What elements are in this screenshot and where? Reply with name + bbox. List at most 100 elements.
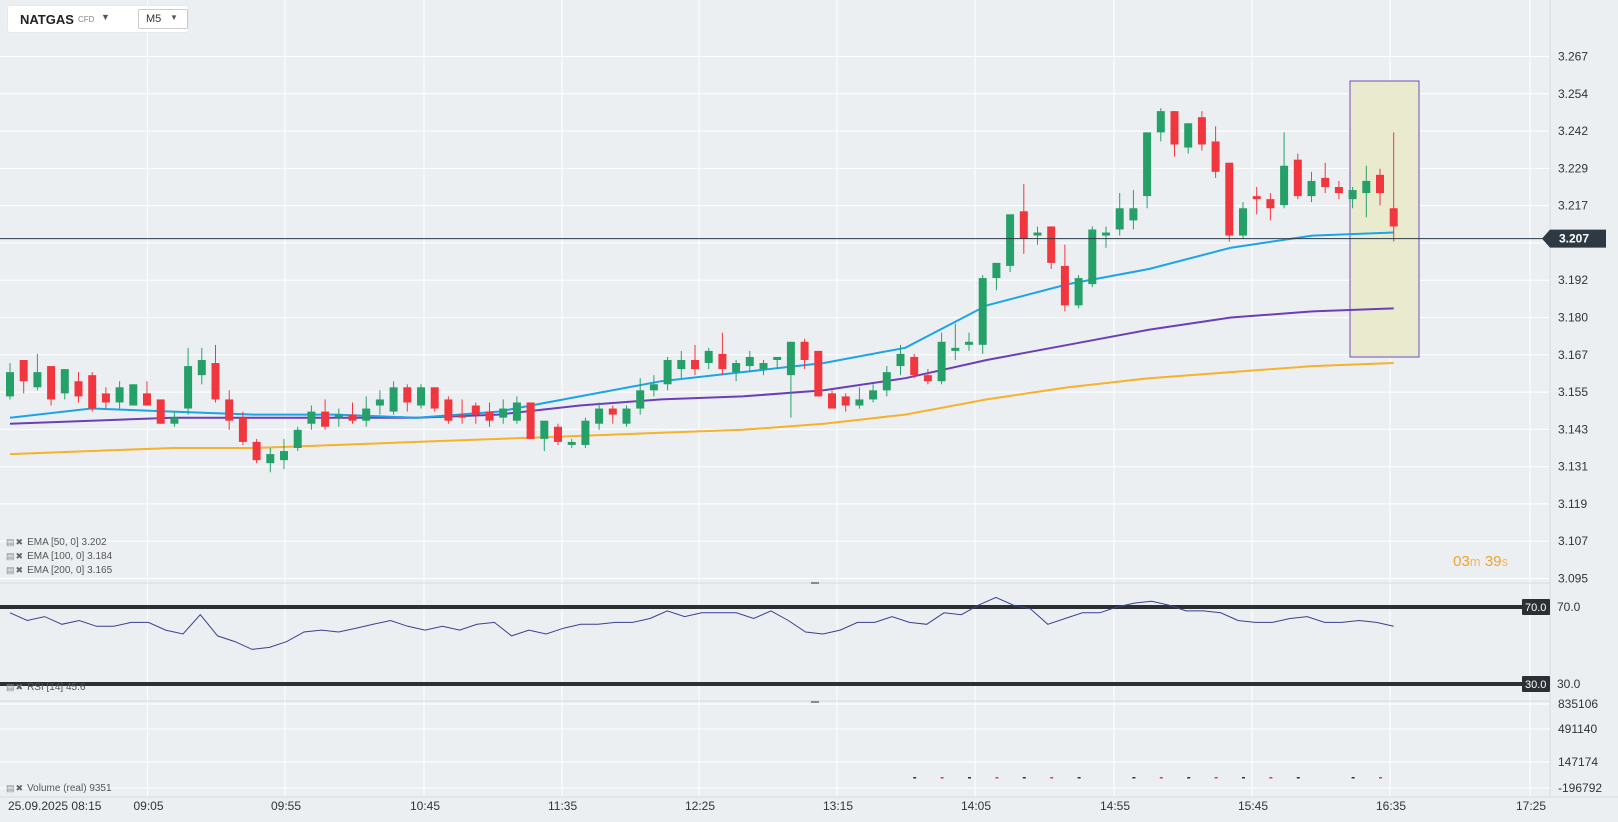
candle-up <box>1115 208 1124 230</box>
candle-up <box>307 411 316 424</box>
candle-down <box>526 402 535 439</box>
time-tick-label: 12:25 <box>685 799 715 813</box>
candle-up <box>60 369 69 394</box>
ema50-label: EMA [50, 0] <box>27 537 79 548</box>
candle-down <box>1376 174 1384 194</box>
candle-up <box>965 341 973 345</box>
legend-rsi[interactable]: ▤✖ RSI [14] 45.6 <box>6 682 85 693</box>
candle-down <box>691 359 699 370</box>
candle-down <box>923 375 932 382</box>
candle-down <box>841 396 850 406</box>
pane-resize-handle[interactable] <box>811 582 819 584</box>
rsi-level-tag <box>1522 599 1550 615</box>
legend-volume[interactable]: ▤✖ Volume (real) 9351 <box>6 783 112 794</box>
candle-up <box>622 408 631 424</box>
rsi-value: 45.6 <box>65 682 86 693</box>
settings-icon[interactable]: ▤ <box>6 565 15 575</box>
settings-icon[interactable]: ▤ <box>6 682 15 692</box>
candle-up <box>1006 214 1015 266</box>
close-icon[interactable]: ✖ <box>15 783 24 793</box>
close-icon[interactable]: ✖ <box>15 551 24 561</box>
rsi-line <box>9 596 1394 650</box>
time-tick-label: 17:25 <box>1516 799 1546 813</box>
legend-ema200[interactable]: ▤✖ EMA [200, 0] 3.165 <box>6 565 112 576</box>
candle-up <box>512 402 521 421</box>
candle-up <box>773 356 782 360</box>
settings-icon[interactable]: ▤ <box>6 551 15 561</box>
candle-up <box>855 399 864 406</box>
countdown-seconds-unit: s <box>1501 554 1509 569</box>
candle-down <box>143 393 151 406</box>
candle-down <box>156 399 165 424</box>
candle-up <box>293 429 302 448</box>
ema100-value: 3.184 <box>87 551 113 562</box>
price-tick-label: 3.095 <box>1558 572 1588 586</box>
close-icon[interactable]: ✖ <box>15 537 24 547</box>
candle-up <box>1362 180 1371 194</box>
volume-tick-label: -196792 <box>1558 781 1602 795</box>
candle-up <box>1074 278 1083 306</box>
candle-down <box>1293 159 1302 197</box>
close-icon[interactable]: ✖ <box>15 682 24 692</box>
volume-marker <box>1022 777 1026 779</box>
rsi-level-tag <box>1522 676 1550 692</box>
volume-marker <box>968 777 971 779</box>
candle-down <box>101 393 110 403</box>
candle-down <box>1225 162 1234 236</box>
candle-up <box>375 399 384 406</box>
price-tick-label: 3.192 <box>1558 273 1588 287</box>
legend-ema50[interactable]: ▤✖ EMA [50, 0] 3.202 <box>6 537 107 548</box>
candle-up <box>992 262 1001 279</box>
candle-countdown: 03m 39s <box>1453 553 1508 570</box>
candle-up <box>170 417 179 424</box>
price-tick-label: 3.254 <box>1558 87 1588 101</box>
candle-down <box>910 356 919 376</box>
symbol-selector[interactable]: NATGAS CFD ▼ M5 ▼ <box>8 6 188 32</box>
candle-down <box>1321 177 1330 187</box>
close-icon[interactable]: ✖ <box>15 565 24 575</box>
candle-down <box>348 414 357 421</box>
volume-tick-label: 147174 <box>1558 755 1598 769</box>
symbol-name: NATGAS <box>20 12 74 27</box>
candle-down <box>458 414 467 418</box>
volume-tick-label: 491140 <box>1558 722 1597 736</box>
price-tick-label: 3.217 <box>1558 199 1588 213</box>
candle-up <box>978 278 987 345</box>
candle-down <box>430 387 439 409</box>
candle-up <box>1239 208 1247 236</box>
time-tick-label: 25.09.2025 08:15 <box>8 799 102 813</box>
candle-up <box>1156 111 1165 133</box>
rsi-axis-label: 70.0 <box>1557 600 1581 614</box>
candle-up <box>951 347 960 351</box>
settings-icon[interactable]: ▤ <box>6 537 15 547</box>
candle-up <box>115 387 124 403</box>
timeframe-value: M5 <box>146 13 162 25</box>
candle-up <box>595 408 604 424</box>
candle-down <box>608 408 617 415</box>
candle-up <box>1348 190 1357 200</box>
candle-up <box>540 420 549 439</box>
candle-down <box>718 353 727 370</box>
symbol-type: CFD <box>78 15 95 24</box>
candle-up <box>1033 232 1042 236</box>
legend-ema100[interactable]: ▤✖ EMA [100, 0] 3.184 <box>6 551 112 562</box>
pane-resize-handle[interactable] <box>811 701 819 703</box>
time-tick-label: 15:45 <box>1238 799 1268 813</box>
settings-icon[interactable]: ▤ <box>6 783 15 793</box>
candle-down <box>1019 211 1028 239</box>
candle-down <box>211 363 220 400</box>
ema200-label: EMA [200, 0] <box>27 565 85 576</box>
candle-down <box>1334 187 1343 194</box>
candle-down <box>1211 141 1220 172</box>
candle-down <box>47 366 56 400</box>
ema50-value: 3.202 <box>81 537 107 548</box>
timeframe-select[interactable]: M5 ▼ <box>138 9 188 29</box>
candle-down <box>238 417 247 442</box>
countdown-minutes: 03 <box>1453 553 1470 570</box>
candle-up <box>1088 229 1097 285</box>
volume-marker <box>1269 777 1273 779</box>
volume-marker <box>1296 777 1300 779</box>
candle-up <box>1280 165 1289 206</box>
chevron-down-icon[interactable]: ▼ <box>101 12 110 22</box>
